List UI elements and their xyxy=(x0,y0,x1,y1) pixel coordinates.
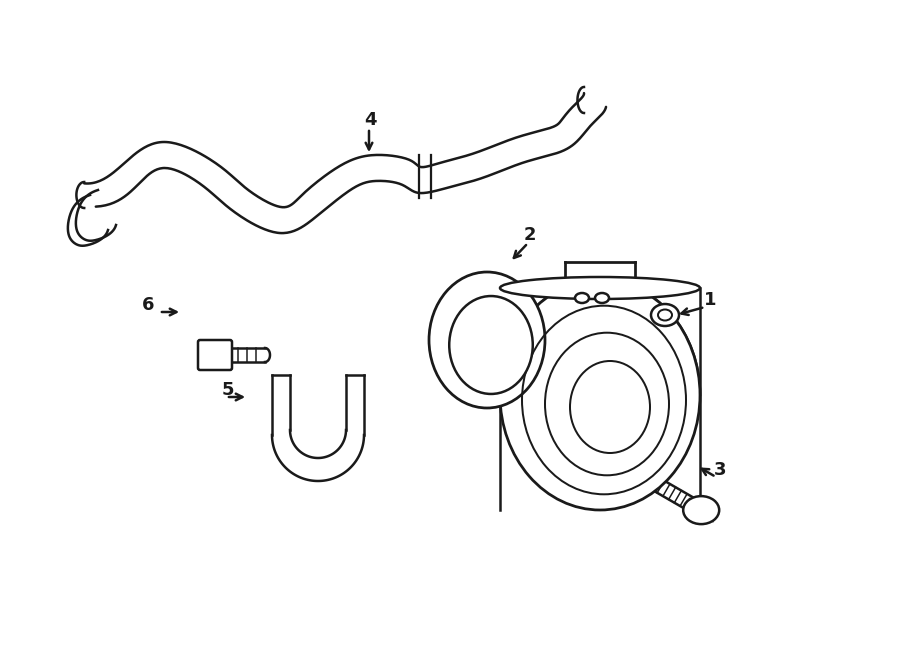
Text: 5: 5 xyxy=(221,381,234,399)
Text: 1: 1 xyxy=(704,291,716,309)
Ellipse shape xyxy=(500,277,700,299)
Ellipse shape xyxy=(683,496,719,524)
Text: 3: 3 xyxy=(714,461,726,479)
Ellipse shape xyxy=(429,272,545,408)
Text: 6: 6 xyxy=(142,296,154,314)
Ellipse shape xyxy=(500,280,700,510)
Text: 4: 4 xyxy=(364,111,376,129)
Ellipse shape xyxy=(651,304,679,326)
Ellipse shape xyxy=(595,293,609,303)
Text: 2: 2 xyxy=(524,226,536,244)
Ellipse shape xyxy=(449,296,533,394)
FancyBboxPatch shape xyxy=(198,340,232,370)
Ellipse shape xyxy=(575,293,589,303)
